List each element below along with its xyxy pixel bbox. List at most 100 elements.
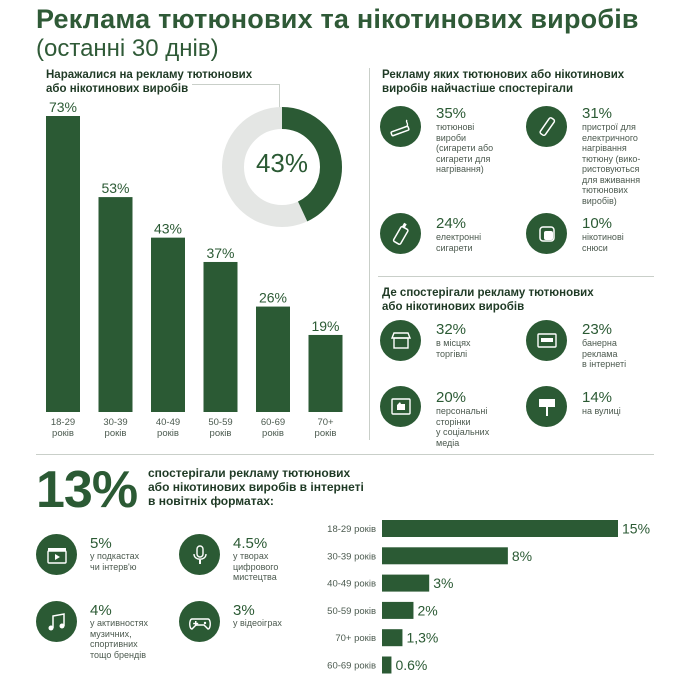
heading-connector-vertical — [279, 84, 280, 114]
heated-tobacco-device-icon — [526, 106, 567, 147]
product-tobacco-pct: 35% — [436, 105, 467, 122]
bar-value-label: 0.6% — [395, 657, 427, 673]
desc-line: у відеоіграх — [233, 618, 282, 628]
x-tick-label: 30-39 — [103, 417, 127, 428]
desc-line: музичних, — [90, 628, 132, 639]
product-ecig-pct: 24% — [436, 215, 467, 232]
bar-value-label: 8% — [512, 548, 532, 564]
y-tick-label: 30-39 років — [327, 551, 376, 562]
y-tick-label: 60-69 років — [327, 661, 376, 672]
desc-line: пристрої для — [582, 122, 636, 132]
desc-line: у творах — [233, 551, 269, 561]
format-music-desc: у активностях музичних, спортивних тощо … — [90, 618, 148, 660]
left-heading-line2: або нікотинових виробів — [46, 83, 189, 95]
desc-line: в інтернеті — [582, 359, 627, 369]
left-heading: Наражалися на рекламу тютюнових або ніко… — [46, 68, 252, 96]
bar — [382, 520, 618, 537]
places-heading-line1: Де спостерігали рекламу тютюнових — [382, 287, 594, 299]
products-heading: Рекламу яких тютюнових або нікотинових в… — [382, 68, 624, 96]
desc-line: у соціальних — [436, 427, 490, 437]
desc-line: ристовуються — [582, 164, 640, 174]
x-tick-label: років — [105, 428, 127, 439]
y-tick-label: 40-49 років — [327, 579, 376, 590]
x-tick-label: років — [315, 428, 337, 439]
social-like-icon — [380, 386, 421, 427]
y-tick-label: 70+ років — [335, 633, 376, 644]
y-tick-label: 50-59 років — [327, 606, 376, 617]
web-banner-icon — [526, 320, 567, 361]
desc-line: реклама — [582, 348, 618, 359]
bar-value-label: 1,3% — [406, 630, 438, 646]
x-tick-label: 50-59 — [208, 417, 232, 428]
bar — [382, 601, 414, 619]
bar — [382, 656, 392, 674]
gamepad-icon — [179, 601, 220, 642]
bar-value-label: 15% — [622, 521, 650, 537]
y-tick-label: 18-29 років — [327, 524, 376, 535]
place-social-desc: персональні сторінки у соціальних медіа — [436, 406, 489, 448]
desc-line: нагрівання) — [436, 164, 484, 174]
desc-line: тощо брендів — [90, 649, 147, 660]
snus-pouch-icon — [526, 213, 567, 254]
desc-line: (сигарети або — [436, 143, 494, 153]
bar — [382, 629, 403, 647]
x-tick-label: 60-69 — [261, 417, 285, 428]
page-subtitle: (останні 30 днів) — [36, 35, 219, 62]
format-podcast-desc: у подкастах чи інтерв'ю — [90, 551, 139, 572]
bar — [151, 237, 185, 412]
desc-line: спортивних — [90, 639, 138, 649]
section-divider-right — [378, 276, 654, 277]
x-tick-label: 70+ — [317, 417, 334, 428]
desc-line: вироби — [436, 132, 467, 143]
page-title: Реклама тютюнових та нікотинових виробів — [36, 4, 639, 34]
donut-arc — [222, 107, 342, 227]
desc-line: торгівлі — [436, 348, 468, 359]
place-street-pct: 14% — [582, 389, 613, 406]
desc-line: виробів) — [582, 195, 617, 206]
x-tick-label: років — [157, 428, 179, 439]
bar — [203, 261, 238, 412]
places-heading: Де спостерігали рекламу тютюнових або ні… — [382, 286, 594, 314]
left-heading-line1: Наражалися на рекламу тютюнових — [46, 69, 253, 81]
place-banner-desc: банерна реклама в інтернеті — [582, 338, 626, 370]
x-tick-label: років — [52, 428, 74, 439]
desc-line: цифрового — [233, 561, 279, 572]
desc-line: медіа — [436, 437, 460, 448]
desc-line: тютюнових — [582, 185, 628, 195]
heading-connector — [192, 84, 280, 85]
desc-line: нагрівання — [582, 143, 627, 153]
desc-line: сигарети для — [436, 153, 491, 164]
bar — [382, 574, 430, 592]
desc-line: сторінки — [436, 416, 471, 427]
age-exposure-bar-chart: 73%18-29років53%30-39років43%40-49років3… — [46, 99, 343, 439]
desc-line: персональні — [436, 406, 488, 416]
desc-line: тютюнові — [436, 122, 475, 132]
product-ecig-desc: електронні сигарети — [436, 232, 481, 253]
product-snus-pct: 10% — [582, 215, 613, 232]
billboard-icon — [526, 386, 567, 427]
desc-line: для вживання — [582, 174, 641, 185]
e-cigarette-icon — [380, 213, 421, 254]
big-percent: 13% — [36, 461, 138, 519]
desc-line: нікотинові — [582, 232, 624, 242]
bar — [256, 306, 290, 412]
desc-line: електричного — [582, 132, 638, 143]
bar-value-label: 26% — [259, 290, 287, 306]
bar-value-label: 2% — [417, 602, 437, 618]
x-tick-label: 40-49 — [156, 417, 180, 428]
section-divider-bottom — [36, 454, 654, 455]
bottom-heading-line2: або нікотинових виробів в інтернеті — [148, 480, 364, 494]
bar — [46, 116, 80, 412]
place-social-pct: 20% — [436, 389, 467, 406]
product-heated-pct: 31% — [582, 105, 613, 122]
store-icon — [380, 320, 421, 361]
desc-line: снюси — [582, 242, 608, 253]
products-heading-line1: Рекламу яких тютюнових або нікотинових — [382, 69, 625, 81]
format-games-pct: 3% — [233, 602, 255, 619]
age-online-formats-bar-chart: 18-29 років 15% 30-39 років 8% 40-49 років 3%… — [327, 520, 650, 674]
bar-value-label: 73% — [49, 99, 77, 115]
desc-line: у подкастах — [90, 551, 140, 561]
product-heated-desc: пристрої для електричного нагрівання тют… — [582, 122, 640, 206]
bar-value-label: 19% — [311, 318, 339, 334]
place-store-pct: 32% — [436, 321, 467, 338]
